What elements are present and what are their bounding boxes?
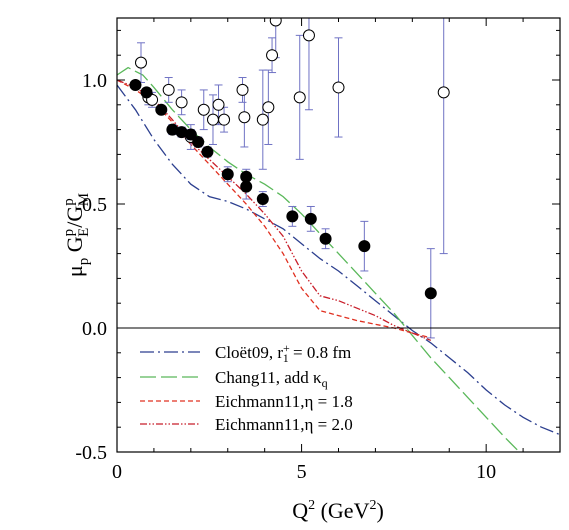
open-data-point bbox=[162, 83, 175, 96]
data-points bbox=[129, 18, 450, 339]
legend-item-eichmann-18: Eichmann11,η = 1.8 bbox=[140, 392, 353, 411]
filled-data-point bbox=[155, 103, 168, 116]
filled-data-point bbox=[286, 210, 299, 223]
filled-data-point bbox=[424, 287, 437, 300]
curve-eichmann11-eta-2-0 bbox=[117, 79, 432, 342]
legend: Cloët09, r+ 1 = 0.8 fm Chang11, add κq Ei… bbox=[140, 341, 353, 434]
open-data-point bbox=[437, 86, 450, 99]
y-tick-label: 1.0 bbox=[82, 70, 107, 92]
filled-data-point bbox=[304, 212, 317, 225]
y-tick-label: -0.5 bbox=[75, 442, 107, 464]
open-data-point bbox=[212, 98, 225, 111]
curve-eichmann11-eta-1-8 bbox=[117, 79, 431, 339]
filled-data-point bbox=[240, 170, 253, 183]
x-tick-label: 5 bbox=[297, 461, 307, 483]
legend-item-chang: Chang11, add κq bbox=[140, 368, 328, 390]
filled-data-point bbox=[358, 240, 371, 253]
svg-text:Q2 (GeV2): Q2 (GeV2) bbox=[292, 498, 384, 523]
legend-item-eichmann-20: Eichmann11,η = 2.0 bbox=[140, 415, 353, 434]
filled-data-point bbox=[256, 193, 269, 206]
open-data-point bbox=[269, 18, 282, 27]
curve-cloet09 bbox=[117, 84, 560, 436]
axis-ticks: 0 5 10 -0.5 0.0 0.5 1.0 bbox=[75, 18, 560, 483]
open-data-point bbox=[236, 83, 249, 96]
filled-data-point bbox=[129, 78, 142, 91]
open-data-point bbox=[266, 49, 279, 62]
svg-text:μp GpE/GpM: μp GpE/GpM bbox=[61, 193, 92, 277]
y-tick-label: 0.5 bbox=[82, 194, 107, 216]
open-data-point bbox=[197, 103, 210, 116]
filled-data-point bbox=[201, 145, 214, 158]
filled-data-point bbox=[319, 232, 332, 245]
open-data-point bbox=[206, 113, 219, 126]
filled-data-point bbox=[184, 128, 197, 141]
open-data-point bbox=[293, 91, 306, 104]
open-data-point bbox=[256, 113, 269, 126]
filled-data-point bbox=[221, 168, 234, 181]
open-data-point bbox=[218, 113, 231, 126]
legend-label-chang: Chang11, add κq bbox=[215, 368, 328, 390]
x-axis-title: Q2 (GeV2) bbox=[292, 498, 384, 523]
filled-data-point bbox=[140, 86, 153, 99]
open-data-point bbox=[238, 111, 251, 124]
legend-item-cloet: Cloët09, r+ 1 = 0.8 fm bbox=[140, 341, 351, 365]
open-data-point bbox=[332, 81, 345, 94]
open-data-point bbox=[175, 96, 188, 109]
legend-label-eichmann-18: Eichmann11,η = 1.8 bbox=[215, 392, 353, 411]
open-data-point bbox=[262, 101, 275, 114]
y-axis-title: μp GpE/GpM bbox=[61, 193, 92, 277]
filled-data-point bbox=[240, 180, 253, 193]
x-tick-label: 0 bbox=[112, 461, 122, 483]
x-tick-label: 10 bbox=[476, 461, 496, 483]
open-data-point bbox=[134, 56, 147, 69]
legend-label-cloet: Cloët09, r+ 1 = 0.8 fm bbox=[215, 341, 351, 365]
open-data-point bbox=[302, 29, 315, 42]
y-tick-label: 0.0 bbox=[82, 318, 107, 340]
legend-label-eichmann-20: Eichmann11,η = 2.0 bbox=[215, 415, 353, 434]
filled-data-point bbox=[192, 136, 205, 148]
